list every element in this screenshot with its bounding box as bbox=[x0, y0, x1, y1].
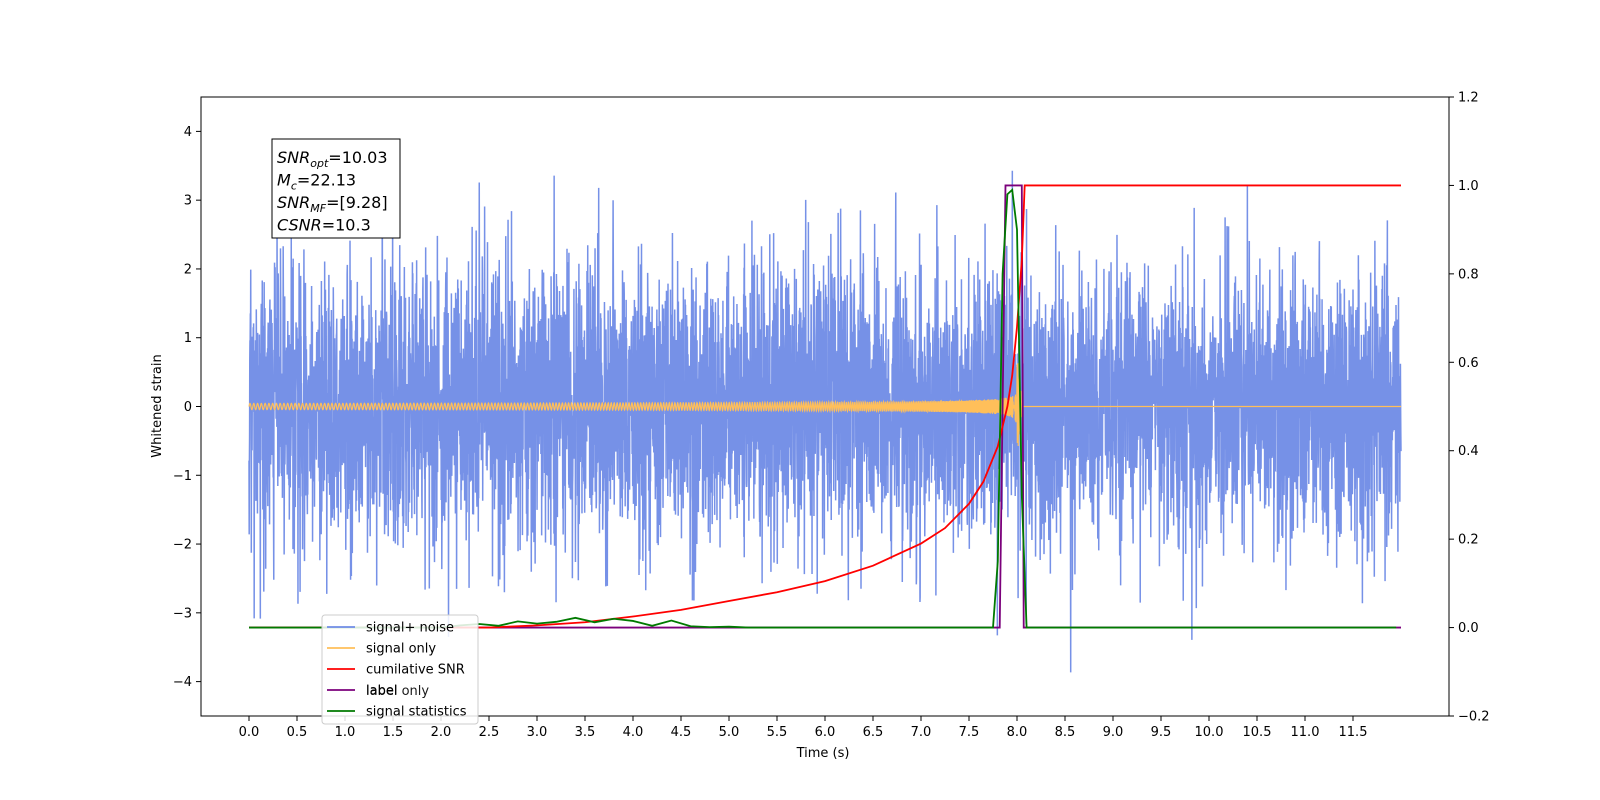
y-tick-label: −3 bbox=[173, 606, 192, 621]
annotation-line: SNRopt=10.03 bbox=[277, 148, 388, 170]
annotation-value: =22.13 bbox=[297, 171, 356, 190]
x-tick-label: 4.5 bbox=[671, 725, 692, 740]
x-tick-label: 1.0 bbox=[335, 725, 356, 740]
annotation-value: =10.3 bbox=[322, 216, 371, 235]
y2-tick-label: 0.2 bbox=[1458, 533, 1479, 548]
legend-label: signal+ noise bbox=[366, 621, 454, 636]
y-tick-label: 1 bbox=[184, 331, 192, 346]
x-tick-label: 2.5 bbox=[479, 725, 500, 740]
x-tick-label: 0.5 bbox=[287, 725, 308, 740]
annotation-value: =10.03 bbox=[328, 148, 387, 167]
y2-tick-label: 0.0 bbox=[1458, 621, 1479, 636]
x-tick-label: 6.0 bbox=[815, 725, 836, 740]
x-tick-label: 10.5 bbox=[1243, 725, 1272, 740]
legend-label: cumilative SNR bbox=[366, 663, 465, 678]
legend-hidden-text: label only bbox=[366, 684, 429, 699]
x-tick-label: 4.0 bbox=[623, 725, 644, 740]
legend-entries: label only signal+ noise signal only cumila… bbox=[327, 621, 467, 720]
series-signal-only-line bbox=[248, 363, 1401, 447]
x-tick-label: 2.0 bbox=[431, 725, 452, 740]
x-tick-label: 5.5 bbox=[767, 725, 788, 740]
legend: label only signal+ noise signal only cumila… bbox=[321, 614, 479, 725]
series-layer bbox=[248, 170, 1402, 673]
x-tick-label: 9.0 bbox=[1103, 725, 1124, 740]
x-tick-label: 8.0 bbox=[1007, 725, 1028, 740]
legend-frame bbox=[321, 614, 479, 725]
y2-tick-label: 1.2 bbox=[1458, 91, 1479, 106]
x-tick-label: 11.5 bbox=[1339, 725, 1368, 740]
y-tick-label: −2 bbox=[173, 538, 192, 553]
legend-label: signal only bbox=[366, 642, 436, 657]
y2-tick-label: −0.2 bbox=[1458, 710, 1490, 725]
x-tick-label: 6.5 bbox=[863, 725, 884, 740]
series-signal-noise-line bbox=[248, 170, 1402, 673]
x-axis-label: Time (s) bbox=[796, 746, 850, 761]
annotation-symbol: SNR bbox=[277, 193, 310, 212]
annotation-subscript: opt bbox=[310, 157, 329, 170]
y-tick-label: 4 bbox=[184, 125, 192, 140]
annotation-symbol: M bbox=[277, 171, 291, 190]
x-tick-label: 11.0 bbox=[1291, 725, 1320, 740]
x-axis: 0.0 0.5 1.0 1.5 2.0 2.5 3.0 3.5 4.0 4.5 5.0 5.5 6.0 6… bbox=[239, 716, 1368, 740]
x-tick-label: 9.5 bbox=[1151, 725, 1172, 740]
annotation-subscript: c bbox=[291, 180, 297, 193]
annotation-lines: SNRopt=10.03Mc=22.13SNRMF=[9.28]CSNR=10.… bbox=[277, 148, 388, 235]
y-axis-left: 4 3 2 1 0 −1 −2 −3 −4 bbox=[173, 125, 201, 690]
y-tick-label: −4 bbox=[173, 675, 192, 690]
annotation-line: Mc=22.13 bbox=[277, 171, 356, 193]
x-tick-label: 3.0 bbox=[527, 725, 548, 740]
x-tick-label: 7.0 bbox=[911, 725, 932, 740]
y2-tick-label: 0.6 bbox=[1458, 356, 1479, 371]
x-tick-label: 5.0 bbox=[719, 725, 740, 740]
legend-label: signal statistics bbox=[366, 705, 467, 720]
y2-tick-label: 0.4 bbox=[1458, 444, 1479, 459]
annotation-value: =[9.28] bbox=[326, 193, 388, 212]
y2-tick-label: 1.0 bbox=[1458, 179, 1479, 194]
y-tick-label: 3 bbox=[184, 194, 192, 209]
x-tick-label: 8.5 bbox=[1055, 725, 1076, 740]
y-tick-label: −1 bbox=[173, 469, 192, 484]
snr-annotation-box: SNRopt=10.03Mc=22.13SNRMF=[9.28]CSNR=10.… bbox=[271, 138, 401, 239]
x-tick-label: 10.0 bbox=[1195, 725, 1224, 740]
x-tick-label: 7.5 bbox=[959, 725, 980, 740]
x-tick-label: 0.0 bbox=[239, 725, 260, 740]
y-axis-label: Whitened strain bbox=[150, 354, 165, 457]
y-tick-label: 2 bbox=[184, 262, 192, 277]
y-axis-right: 1.2 1.0 0.8 0.6 0.4 0.2 0.0 −0.2 bbox=[1449, 91, 1490, 725]
plot-area bbox=[248, 170, 1402, 673]
series-signal-statistics-line bbox=[249, 187, 1397, 629]
y-tick-label: 0 bbox=[184, 400, 192, 415]
annotation-line: CSNR=10.3 bbox=[277, 216, 371, 235]
x-tick-label: 1.5 bbox=[383, 725, 404, 740]
annotation-line: SNRMF=[9.28] bbox=[277, 193, 388, 215]
annotation-symbol: CSNR bbox=[277, 216, 322, 235]
legend-label: label bbox=[366, 684, 397, 699]
annotation-symbol: SNR bbox=[277, 148, 310, 167]
y2-tick-label: 0.8 bbox=[1458, 267, 1479, 282]
annotation-frame bbox=[271, 138, 401, 239]
annotation-subscript: MF bbox=[310, 202, 326, 215]
x-tick-label: 3.5 bbox=[575, 725, 596, 740]
